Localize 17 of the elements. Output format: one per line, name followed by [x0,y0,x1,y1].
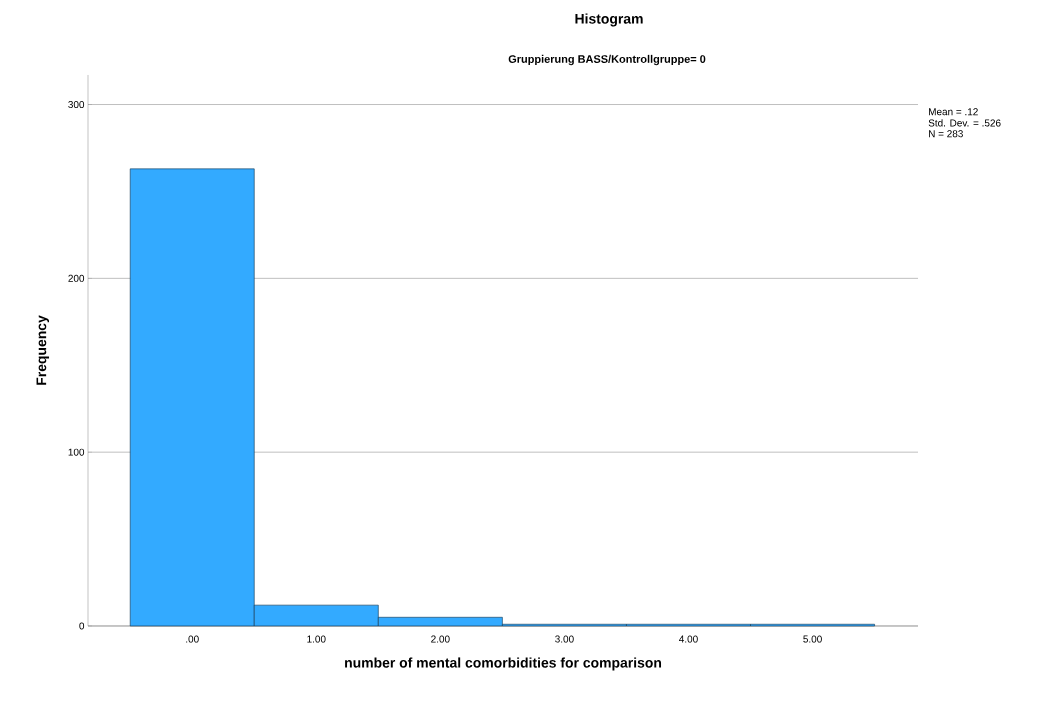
x-axis-title: number of mental comorbidities for comparison [345,657,662,671]
x-tick-label: 2.00 [431,635,450,643]
chart-title: Histogram [575,13,643,27]
text: N = 283 [929,130,963,138]
chart-subtitle: Gruppierung BASS/Kontrollgruppe= 0 [508,54,706,66]
x-tick-label: 4.00 [679,635,698,643]
text: Std. Dev. = .526 [928,119,1001,127]
x-tick-label: 1.00 [307,635,326,643]
x-tick-label: .00 [186,635,199,643]
x-tick-label: 3.00 [555,635,574,643]
y-tick-label: 100 [68,448,85,456]
y-tick-label: 300 [68,101,85,109]
y-tick-label: 0 [79,622,85,630]
y-tick-label: 200 [68,274,85,282]
y-axis-title: Frequency [36,315,50,385]
text: Mean = .12 [929,108,978,116]
x-tick-label: 5.00 [803,635,822,643]
